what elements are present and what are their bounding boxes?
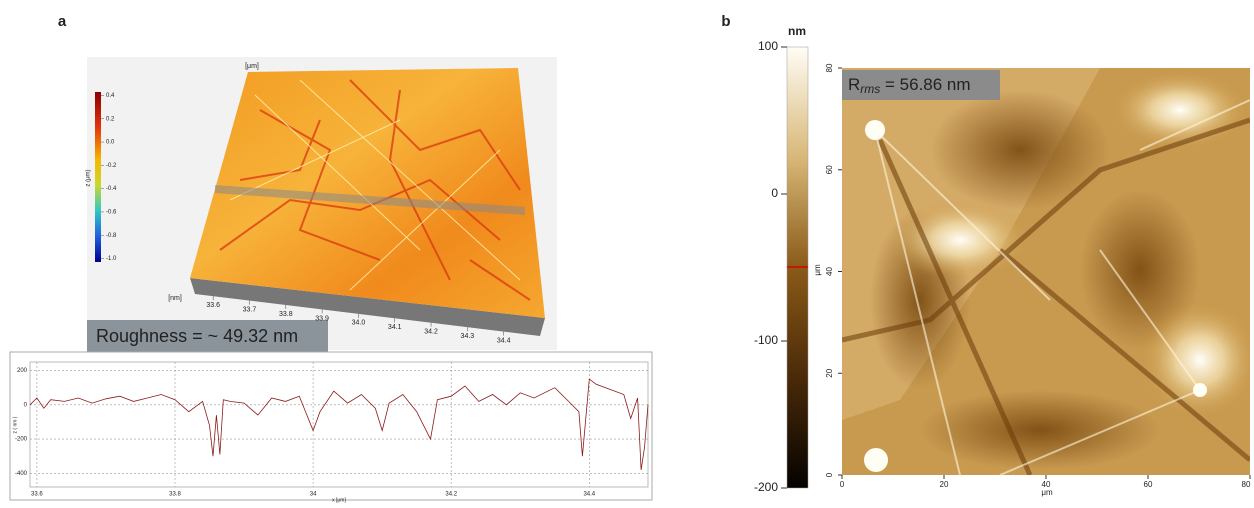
x-tick-label: 34 — [310, 492, 317, 498]
colorbar-tick-label: -0.6 — [106, 210, 117, 216]
rms-prefix: R — [848, 75, 860, 94]
x-tick-label: 33.6 — [31, 492, 43, 498]
x-tick-label: 60 — [1144, 480, 1153, 489]
colorbar-a — [95, 92, 101, 262]
x-tick-label: 33.8 — [169, 492, 181, 498]
x-axis-label: x [μm] — [332, 497, 346, 503]
y-tick-label: 0 — [24, 402, 28, 408]
y-tick-label: 200 — [17, 368, 28, 374]
axis3d-z-unit: [μm] — [245, 63, 259, 70]
colorbar-tick-label: 0.4 — [106, 93, 115, 99]
roughness-label: Roughness = ~ 49.32 nm — [96, 326, 298, 346]
surface-highlights — [229, 79, 521, 291]
colorbar-tick-label: 0.2 — [106, 116, 115, 122]
axis3d-tick-label: 34.2 — [424, 329, 438, 336]
surface-base — [190, 278, 545, 336]
panel-label: a — [58, 13, 67, 30]
x-axis-label: μm — [1041, 488, 1053, 497]
afm-image — [842, 68, 1250, 475]
colorbar-tick-label: -100 — [754, 333, 778, 347]
rms-label: Rrms = 56.86 nm — [848, 75, 971, 96]
colorbar-tick-label: 100 — [758, 39, 778, 53]
colorbar-tick-label: -0.4 — [106, 186, 117, 192]
colorbar-a-title: z (μm) — [86, 169, 92, 186]
colorbar-b-title: nm — [788, 24, 806, 38]
axis3d-tick-label: 34.3 — [461, 333, 475, 340]
colorbar-tick-label: -0.2 — [106, 163, 117, 169]
x-tick-label: 0 — [840, 480, 845, 489]
x-tick-label: 80 — [1242, 480, 1251, 489]
x-tick-label: 34.4 — [583, 492, 595, 498]
rms-subscript: rms — [860, 82, 880, 96]
axis3d-tick-label: 34.0 — [352, 320, 366, 327]
x-tick-label: 20 — [940, 480, 949, 489]
profile-frame — [9, 351, 653, 501]
axis3d-tick-label: 33.9 — [315, 315, 329, 322]
colorbar-tick-label: 0.0 — [106, 140, 115, 146]
y-tick-label: 40 — [825, 267, 834, 276]
colorbar-tick-label: -200 — [754, 480, 778, 494]
axis3d-tick-label: 34.4 — [497, 337, 511, 344]
y-axis-label: μm — [813, 264, 822, 276]
axis3d-x-unit: [nm] — [168, 295, 182, 302]
x-tick-label: 40 — [1042, 480, 1051, 489]
x-tick-label: 34.2 — [445, 492, 457, 498]
axis3d-tick-label: 33.7 — [243, 306, 257, 313]
y-tick-label: 80 — [825, 63, 834, 72]
surface-texture — [219, 79, 531, 301]
profile-line — [29, 378, 649, 470]
y-tick-label: 0 — [825, 472, 834, 477]
profile-plot-area — [29, 361, 649, 488]
rms-suffix: = 56.86 nm — [880, 75, 970, 94]
panel-label: b — [721, 13, 730, 30]
surface-render — [190, 68, 545, 318]
axis3d-tick-label: 34.1 — [388, 324, 402, 331]
profile-cut — [215, 185, 525, 215]
y-tick-label: 20 — [825, 368, 834, 377]
colorbar-tick-label: 0 — [771, 186, 778, 200]
y-tick-label: -400 — [15, 471, 28, 477]
roughness-box — [87, 320, 328, 352]
axis3d-tick-label: 33.6 — [206, 302, 220, 309]
rms-box — [842, 70, 1000, 100]
colorbar-tick-label: -0.8 — [106, 233, 117, 239]
y-tick-label: -200 — [15, 437, 28, 443]
colorbar-tick-label: -1.0 — [106, 256, 117, 262]
y-axis-label: z ( nm ) — [12, 416, 18, 433]
axis3d-tick-label: 33.8 — [279, 311, 293, 318]
y-tick-label: 60 — [825, 165, 834, 174]
